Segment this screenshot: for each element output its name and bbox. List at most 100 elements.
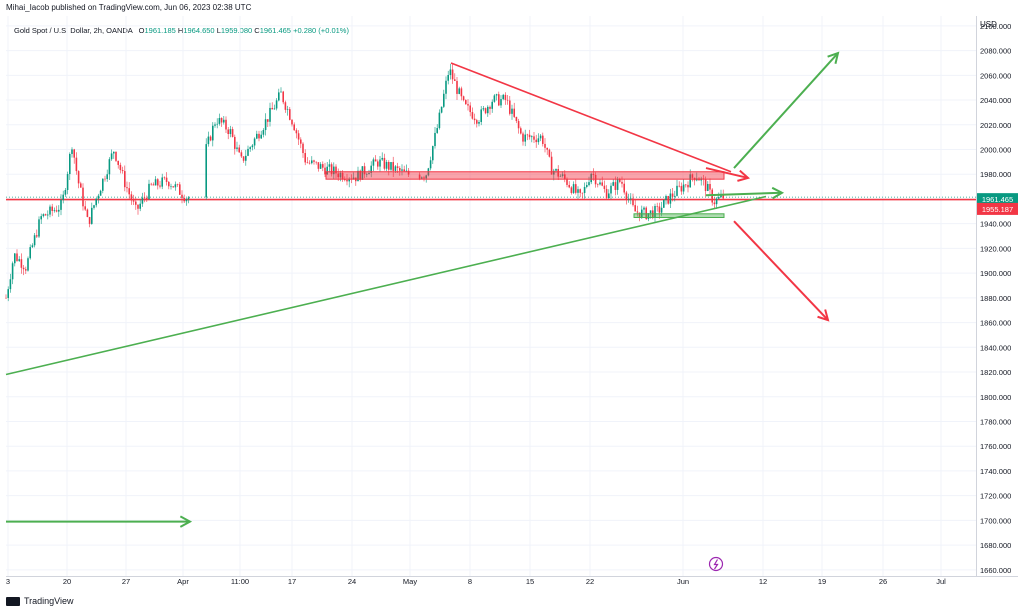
candle-body <box>366 174 368 175</box>
candle-body <box>550 156 553 175</box>
bullish-arrow <box>733 52 839 169</box>
candle-body <box>82 187 84 207</box>
candle-body <box>407 170 410 175</box>
open-label: O <box>138 26 145 35</box>
candle-body <box>478 121 480 124</box>
support-trendline <box>5 195 767 376</box>
price-tick-label: 1900.000 <box>980 269 1011 278</box>
arrow-head <box>179 515 193 528</box>
candle-body <box>390 162 392 170</box>
candle-body <box>280 91 282 93</box>
price-chart[interactable]: 1660.000 1680.000 1700.000 1720.000 1740.000… <box>0 0 1018 586</box>
time-tick-label: 11:00 <box>231 577 249 586</box>
candle-body <box>121 170 124 172</box>
candle-body <box>401 169 403 171</box>
candle-body <box>467 104 469 106</box>
candle-body <box>11 263 14 280</box>
candle-body <box>671 193 674 197</box>
chart-area[interactable]: 1660.000 1680.000 1700.000 1720.000 1740.000… <box>5 16 1018 586</box>
high-label: H <box>177 26 184 35</box>
candle-body <box>168 181 170 187</box>
candle-body <box>319 164 322 169</box>
candle-body <box>388 161 390 170</box>
candle-body <box>489 106 491 109</box>
candle-body <box>172 186 174 188</box>
candle-body <box>443 93 445 107</box>
candle-body <box>462 96 465 101</box>
last-price-label: 1961.465 <box>982 195 1013 204</box>
candle-body <box>572 184 575 193</box>
time-tick-label: 12 <box>759 577 767 586</box>
price-tick-label: 2100.000 <box>980 22 1011 31</box>
candle-body <box>73 149 75 158</box>
candle-body <box>9 279 12 290</box>
candle-body <box>605 188 608 199</box>
candle-body <box>524 134 526 142</box>
price-tick-label: 2080.000 <box>980 47 1011 56</box>
candle-body <box>117 160 119 165</box>
candle-body <box>227 129 229 135</box>
candle-body <box>623 183 625 193</box>
candle-body <box>324 167 326 175</box>
candle-body <box>469 105 471 113</box>
candle-body <box>293 124 295 131</box>
arrow-head <box>827 51 840 65</box>
candle-body <box>531 136 533 138</box>
candle-body <box>381 157 383 160</box>
candle-body <box>88 216 91 224</box>
candle-body <box>711 189 713 203</box>
candle-body <box>610 185 612 194</box>
candle-body <box>509 100 511 114</box>
bullish-arrow <box>705 191 783 197</box>
candle-body <box>231 129 234 137</box>
candle-body <box>91 207 93 224</box>
candle-body <box>368 172 370 175</box>
candle-body <box>458 88 460 94</box>
candle-body <box>207 136 210 145</box>
price-tick-label: 1760.000 <box>980 442 1011 451</box>
currency-label: USD <box>980 20 997 29</box>
candle-body <box>311 160 313 164</box>
price-tick-label: 1680.000 <box>980 541 1011 550</box>
low-value: 1959.080 <box>220 26 253 35</box>
time-tick-label: 19 <box>818 577 826 586</box>
lightning-icon <box>708 556 724 572</box>
candle-body <box>542 135 544 144</box>
candle-body <box>22 267 25 270</box>
footer-brand-text: TradingView <box>24 596 74 606</box>
candle-body <box>539 135 542 139</box>
candle-body <box>249 147 251 149</box>
candle-body <box>667 196 669 204</box>
candle-body <box>286 109 289 110</box>
candle-body <box>16 253 18 261</box>
candle-body <box>663 199 665 208</box>
candle-body <box>482 108 485 110</box>
candle-body <box>42 214 45 217</box>
candle-body <box>575 184 577 193</box>
candle-body <box>150 183 152 185</box>
price-tick-label: 1740.000 <box>980 467 1011 476</box>
lightning-icon-bolt <box>713 559 719 570</box>
candle-body <box>559 175 562 177</box>
time-tick-label: 17 <box>288 577 296 586</box>
candle-body <box>291 119 293 125</box>
publisher-line: Mihai_Iacob published on TradingView.com… <box>6 3 252 12</box>
candle-body <box>608 193 610 199</box>
candle-body <box>289 109 291 120</box>
candle-body <box>445 80 447 94</box>
candle-body <box>306 162 309 164</box>
candle-body <box>348 178 350 182</box>
price-tick-label: 2020.000 <box>980 121 1011 130</box>
candle-body <box>242 156 245 161</box>
candle-body <box>260 134 262 139</box>
candle-body <box>385 161 388 169</box>
candle-body <box>218 118 221 124</box>
candle-body <box>137 204 139 209</box>
candle-body <box>537 138 540 143</box>
candle-body <box>434 132 436 147</box>
candle-body <box>141 197 144 204</box>
symbol-name[interactable]: Gold Spot / U.S. Dollar, 2h, OANDA <box>14 26 133 35</box>
arrow-head <box>817 309 830 322</box>
candle-body <box>126 187 128 189</box>
candle-body <box>80 183 82 188</box>
